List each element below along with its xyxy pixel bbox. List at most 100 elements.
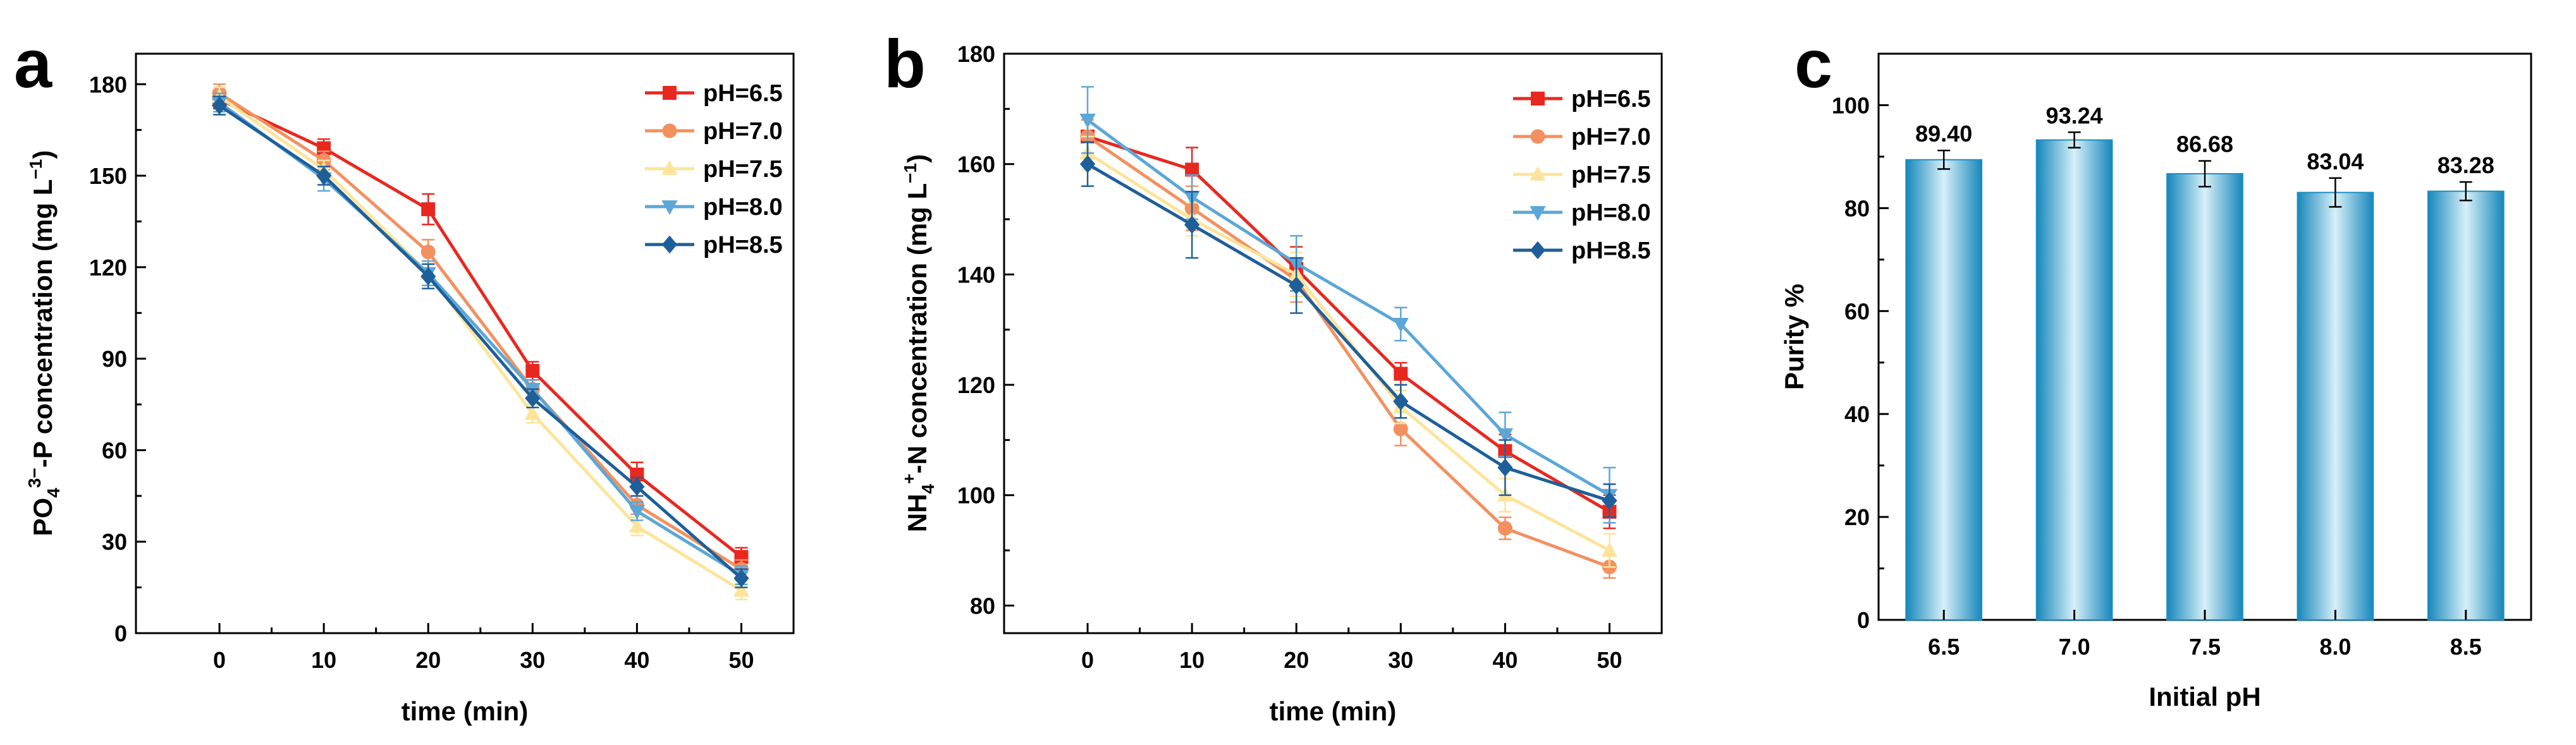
y-tick-label: 180 [89, 71, 127, 97]
panel-letter-a: a [14, 25, 52, 102]
panel-c-x-axis-title: Initial pH [2149, 682, 2260, 712]
legend-marker [1530, 166, 1546, 181]
panel-a-x-axis-title: time (min) [402, 696, 529, 726]
data-point [1289, 276, 1304, 295]
panel-c-bar-chart: 89.40 93.24 86.68 83.04 83.28 6.5 7.0 7.5 8.0 8.… [1779, 52, 2532, 712]
data-point [420, 267, 436, 286]
bar [1905, 159, 1983, 621]
legend-label: pH=7.0 [1571, 124, 1651, 150]
series-line-pH=8.5 [1086, 162, 1610, 502]
panel-a-legend: pH=6.5 pH=7.0 pH=7.5 pH=8.0 pH=8.5 [645, 80, 783, 258]
bar [2427, 190, 2505, 621]
y-tick-label: 120 [89, 255, 127, 281]
panel-c-x-ticks: 6.5 7.0 7.5 8.0 8.5 [1928, 610, 2482, 660]
y-tick-label: 180 [957, 41, 995, 67]
data-point [629, 478, 645, 496]
panel-b-line-chart: 0 10 20 30 40 50 80 100 120 140 160 180 pH=6.5 pH=7… [899, 41, 1663, 726]
y-title-a-sub: 4 [44, 488, 63, 498]
x-tick-label: 8.0 [2319, 634, 2351, 660]
y-tick-label: 140 [957, 262, 995, 288]
y-title-a-sup: 3− [25, 468, 44, 488]
x-tick-label: 0 [213, 647, 226, 673]
legend-label: pH=7.0 [703, 118, 783, 145]
legend-label: pH=7.5 [1571, 162, 1651, 188]
data-point [1601, 542, 1618, 557]
panel-b-legend: pH=6.5 pH=7.0 pH=7.5 pH=8.0 pH=8.5 [1513, 86, 1651, 264]
bar [2297, 191, 2374, 621]
y-tick-label: 80 [1844, 195, 1870, 221]
y-title-b-part3: ) [902, 154, 932, 163]
bar-data-label: 83.04 [2307, 148, 2364, 174]
panel-b-y-axis-title: NH4+-N concentration (mg L−1) [899, 154, 938, 532]
data-point [1497, 428, 1514, 443]
bar [2035, 139, 2113, 621]
x-tick-label: 7.5 [2189, 634, 2221, 660]
data-point [1079, 155, 1096, 173]
data-point [211, 96, 228, 115]
panel-a-frame [135, 52, 795, 634]
x-tick-label: 40 [1492, 647, 1518, 673]
bar-data-label: 83.28 [2438, 152, 2494, 178]
x-tick-label: 6.5 [1928, 634, 1960, 660]
data-point [525, 363, 540, 378]
x-tick-label: 20 [415, 647, 441, 673]
y-title-a-part1: PO [28, 498, 58, 536]
panel-c-y-axis-title: Purity % [1779, 284, 1809, 390]
legend-label: pH=8.5 [703, 232, 783, 258]
data-point [525, 389, 541, 408]
y-tick-label: 150 [89, 163, 127, 189]
legend-label: pH=8.0 [1571, 200, 1651, 226]
panel-b-y-ticks: 80 100 120 140 160 180 [957, 41, 1014, 619]
y-title-b-unit-sup: −1 [900, 163, 920, 183]
y-tick-label: 30 [102, 529, 127, 555]
legend-marker [661, 200, 678, 215]
x-tick-label: 7.0 [2059, 634, 2090, 660]
bar [2166, 173, 2243, 621]
x-tick-label: 30 [520, 647, 545, 673]
panel-a-marks [211, 83, 750, 601]
legend-label: pH=8.5 [1571, 238, 1651, 264]
panel-c-marks: 89.40 93.24 86.68 83.04 83.28 [1905, 102, 2505, 621]
legend-label: pH=6.5 [1571, 86, 1651, 112]
panel-b-x-ticks: 0 10 20 30 40 50 [1081, 623, 1622, 673]
data-point [420, 245, 436, 260]
legend-marker [661, 160, 678, 175]
series-line-pH=7.5 [218, 95, 742, 592]
data-point [1394, 366, 1408, 381]
y-tick-label: 20 [1844, 504, 1870, 530]
series-line-pH=6.5 [1087, 135, 1610, 514]
y-title-a-unit-sup: −1 [26, 159, 46, 179]
data-point [733, 569, 749, 588]
panel-b-marks [1079, 86, 1618, 579]
y-tick-label: 60 [102, 437, 127, 463]
series-line-pH=8.5 [218, 104, 743, 580]
bar-data-label: 86.68 [2176, 131, 2233, 157]
panel-a-y-axis-title: PO43−-P concentration (mg L−1) [25, 150, 63, 536]
y-tick-label: 40 [1844, 401, 1870, 427]
series-line-pH=6.5 [219, 98, 743, 559]
bar-data-label: 93.24 [2046, 102, 2103, 128]
series-line-pH=8.0 [218, 101, 742, 577]
x-tick-label: 8.5 [2450, 634, 2482, 660]
series-line-pH=7.0 [218, 92, 742, 571]
data-point [1184, 215, 1200, 234]
y-tick-label: 0 [114, 621, 127, 646]
y-tick-label: 80 [970, 593, 995, 619]
x-tick-label: 0 [1081, 647, 1094, 673]
data-point [1602, 492, 1617, 510]
panel-a-y-ticks: 0 30 60 90 120 150 180 [89, 71, 146, 646]
panel-letter-b: b [884, 25, 926, 102]
x-tick-label: 50 [1597, 647, 1622, 673]
panel-a-line-chart: 0 10 20 30 40 50 0 30 60 90 120 150 180 pH=6.5 pH=7.… [25, 52, 795, 726]
legend-marker [1530, 206, 1546, 221]
data-point [316, 166, 332, 185]
panel-c-y-ticks: 0 20 40 60 80 100 [1832, 92, 1889, 633]
data-point [1392, 318, 1409, 333]
y-tick-label: 100 [957, 483, 995, 509]
data-point [1497, 458, 1513, 477]
x-tick-label: 40 [624, 647, 649, 673]
data-point [1393, 421, 1408, 437]
y-tick-label: 100 [1832, 92, 1870, 118]
y-title-b-part1: NH [902, 494, 932, 532]
